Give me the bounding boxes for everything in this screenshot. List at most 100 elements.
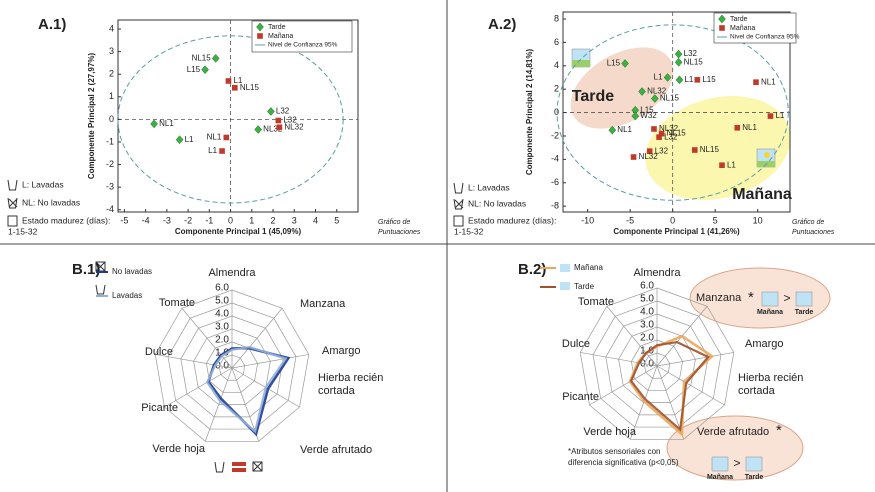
legend-label: Mañana: [730, 25, 755, 32]
point: [201, 65, 209, 75]
callout-right: Tarde: [795, 309, 814, 316]
point: [719, 162, 725, 169]
point: [734, 124, 741, 131]
point-label: L32: [283, 116, 297, 125]
category-label: Almendra: [633, 267, 681, 279]
category-label: Picante: [562, 391, 599, 403]
grid-ring: [605, 313, 709, 416]
footnote: diferencia significativa (p<0,05): [568, 458, 679, 467]
panel-label: A.2): [488, 16, 516, 33]
point-label: W32: [640, 111, 657, 120]
icon: [761, 291, 779, 307]
point: [175, 135, 184, 145]
manana-region: [645, 96, 791, 200]
icon: [560, 48, 776, 290]
side-legend: Estado madurez (días):: [468, 215, 556, 225]
point: [211, 54, 220, 63]
r-tick-label: 3.0: [640, 320, 654, 331]
side-legend: L: Lavadas: [22, 179, 64, 189]
spoke: [606, 306, 658, 367]
x-tick-label: 3: [292, 215, 297, 225]
point-label: NL15: [700, 145, 720, 154]
x-tick-label: 10: [753, 215, 763, 225]
point: [638, 87, 646, 96]
grid-ring: [643, 352, 671, 379]
category-label: Manzana: [300, 298, 346, 310]
point-label: NL32: [263, 125, 283, 134]
x-tick-label: 1: [249, 215, 254, 225]
region-label: Tarde: [572, 88, 614, 105]
point: [646, 148, 653, 154]
grid-ring: [193, 328, 271, 405]
legend-box: [713, 12, 797, 44]
x-tick-label: 0: [228, 215, 233, 225]
r-tick-label: 5.0: [640, 294, 654, 305]
point-label: L32: [684, 49, 698, 58]
grid-ring: [206, 341, 258, 393]
y-tick-label: -4: [106, 204, 114, 214]
x-tick-label: 0: [670, 215, 675, 225]
r-tick-label: 6.0: [215, 283, 229, 294]
category-label: Dulce: [145, 346, 173, 358]
category-label: Amargo: [745, 338, 784, 350]
callout-mark: *: [776, 422, 782, 439]
icon: [795, 291, 813, 307]
note: Gráfico de: [378, 219, 410, 226]
r-tick-label: 5.0: [215, 296, 229, 307]
point: [694, 77, 701, 83]
x-tick-label: -4: [142, 215, 150, 225]
y-tick-label: -2: [106, 159, 114, 169]
point: [223, 134, 230, 141]
point: [651, 126, 657, 132]
spoke: [580, 352, 658, 367]
point-label: L15: [640, 105, 654, 114]
note: Puntuaciones: [792, 229, 835, 236]
category-label: Amargo: [322, 345, 361, 357]
category-label: Picante: [141, 402, 178, 414]
panel-label: A.1): [38, 16, 66, 33]
category-label-box: Hierba recién cortada: [738, 372, 803, 397]
grid-ring: [631, 339, 683, 391]
y-tick-label: 1: [109, 91, 114, 101]
y-tick-label: 0: [554, 107, 559, 117]
x-tick-label: 2: [271, 215, 276, 225]
spoke: [231, 354, 309, 369]
point-label: L1: [233, 76, 242, 85]
point-label: L1: [208, 146, 217, 155]
grid-ring: [579, 287, 735, 440]
point: [219, 148, 225, 154]
point: [608, 125, 617, 135]
x-axis-label: Componente Principal 1 (41,26%): [613, 227, 740, 236]
point: [232, 84, 238, 91]
side-legend: 1-15-32: [8, 226, 38, 236]
y-tick-label: 4: [554, 60, 559, 70]
y-tick-label: -2: [551, 130, 559, 140]
point-label: NL32: [647, 87, 667, 96]
point: [691, 147, 698, 153]
spoke: [656, 352, 734, 367]
point-label: L32: [664, 132, 678, 141]
panel-label: B.2): [518, 261, 546, 278]
y-tick-label: 4: [109, 23, 114, 33]
category-label: Almendra: [208, 267, 256, 279]
callout-right: Tarde: [745, 474, 764, 481]
point: [267, 107, 275, 116]
point-label: NL32: [659, 124, 679, 133]
r-tick-label: 4.0: [640, 307, 654, 318]
point-label: L15: [607, 59, 621, 68]
point-label: NL15: [240, 83, 260, 92]
y-tick-label: -8: [551, 201, 559, 211]
spoke: [231, 308, 283, 369]
y-tick-label: 2: [554, 84, 559, 94]
point: [753, 79, 759, 85]
callout: [689, 267, 831, 329]
r-tick-label: 2.0: [215, 335, 229, 346]
note: Gráfico de: [792, 219, 824, 226]
series-line: [629, 340, 710, 432]
x-tick-label: -10: [581, 215, 594, 225]
point-label: NL1: [207, 133, 222, 142]
callout-left: Mañana: [757, 309, 783, 316]
x-tick-label: -3: [163, 215, 171, 225]
point: [767, 113, 774, 119]
spoke: [164, 367, 233, 408]
